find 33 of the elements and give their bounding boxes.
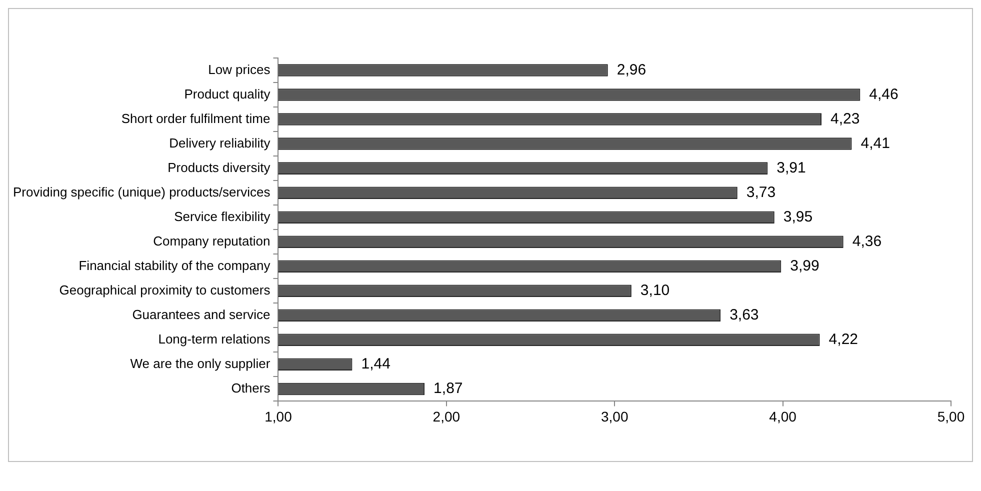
y-tick-label: Service flexibility [174, 208, 271, 224]
y-tick-label: Company reputation [153, 233, 270, 248]
y-tick-label: Others [231, 380, 271, 396]
data-label: 3,91 [776, 159, 806, 176]
x-tick-label: 4,00 [769, 408, 797, 424]
y-tick-label: Product quality [184, 86, 271, 102]
x-tick-label: 2,00 [432, 408, 460, 424]
data-label: 4,36 [852, 233, 882, 250]
y-tick-label: Products diversity [168, 160, 271, 175]
x-tick-label: 1,00 [264, 408, 292, 424]
y-tick-label: Long-term relations [158, 331, 271, 346]
y-tick-label: Financial stability of the company [78, 258, 271, 273]
y-tick-label: Providing specific (unique) products/services [12, 184, 271, 200]
data-label: 3,63 [730, 306, 759, 324]
x-tick-label: 3,00 [600, 408, 628, 424]
data-label: 4,41 [860, 134, 890, 152]
y-tick-label: Geographical proximity to customers [59, 282, 271, 298]
x-tick-label: 5,00 [937, 408, 965, 424]
y-tick-label: Guarantees and service [132, 306, 270, 322]
data-label: 1,87 [434, 380, 463, 398]
data-label: 3,95 [783, 208, 813, 226]
y-tick-label: Short order fulfilment time [121, 110, 270, 126]
data-label: 3,10 [640, 282, 670, 300]
data-label: 3,99 [790, 258, 820, 275]
data-label: 1,44 [361, 356, 390, 373]
data-label: 4,22 [828, 331, 858, 348]
data-label: 4,23 [830, 110, 860, 128]
y-tick-label: Low prices [208, 62, 271, 77]
data-label: 3,73 [746, 184, 776, 201]
data-label: 2,96 [616, 61, 646, 78]
data-label: 4,46 [869, 86, 898, 103]
y-tick-label: We are the only supplier [130, 356, 271, 372]
y-tick-label: Delivery reliability [169, 135, 271, 150]
